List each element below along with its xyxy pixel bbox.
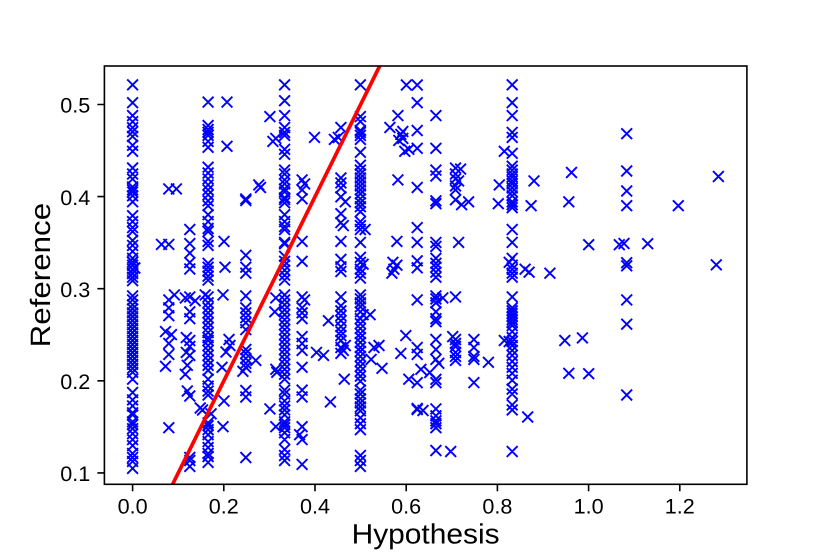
svg-text:Hypothesis: Hypothesis — [352, 519, 500, 550]
svg-text:0.4: 0.4 — [60, 187, 90, 210]
svg-text:0.1: 0.1 — [60, 463, 90, 486]
svg-text:1.0: 1.0 — [574, 495, 604, 518]
svg-text:Reference: Reference — [25, 203, 56, 348]
svg-text:0.8: 0.8 — [482, 495, 512, 518]
svg-text:1.2: 1.2 — [665, 495, 695, 518]
svg-text:0.4: 0.4 — [300, 495, 330, 518]
svg-text:0.6: 0.6 — [391, 495, 421, 518]
svg-text:0.2: 0.2 — [209, 495, 239, 518]
svg-text:0.0: 0.0 — [118, 495, 148, 518]
svg-text:0.5: 0.5 — [60, 95, 90, 118]
svg-text:0.3: 0.3 — [60, 279, 90, 302]
svg-text:0.2: 0.2 — [60, 371, 90, 394]
